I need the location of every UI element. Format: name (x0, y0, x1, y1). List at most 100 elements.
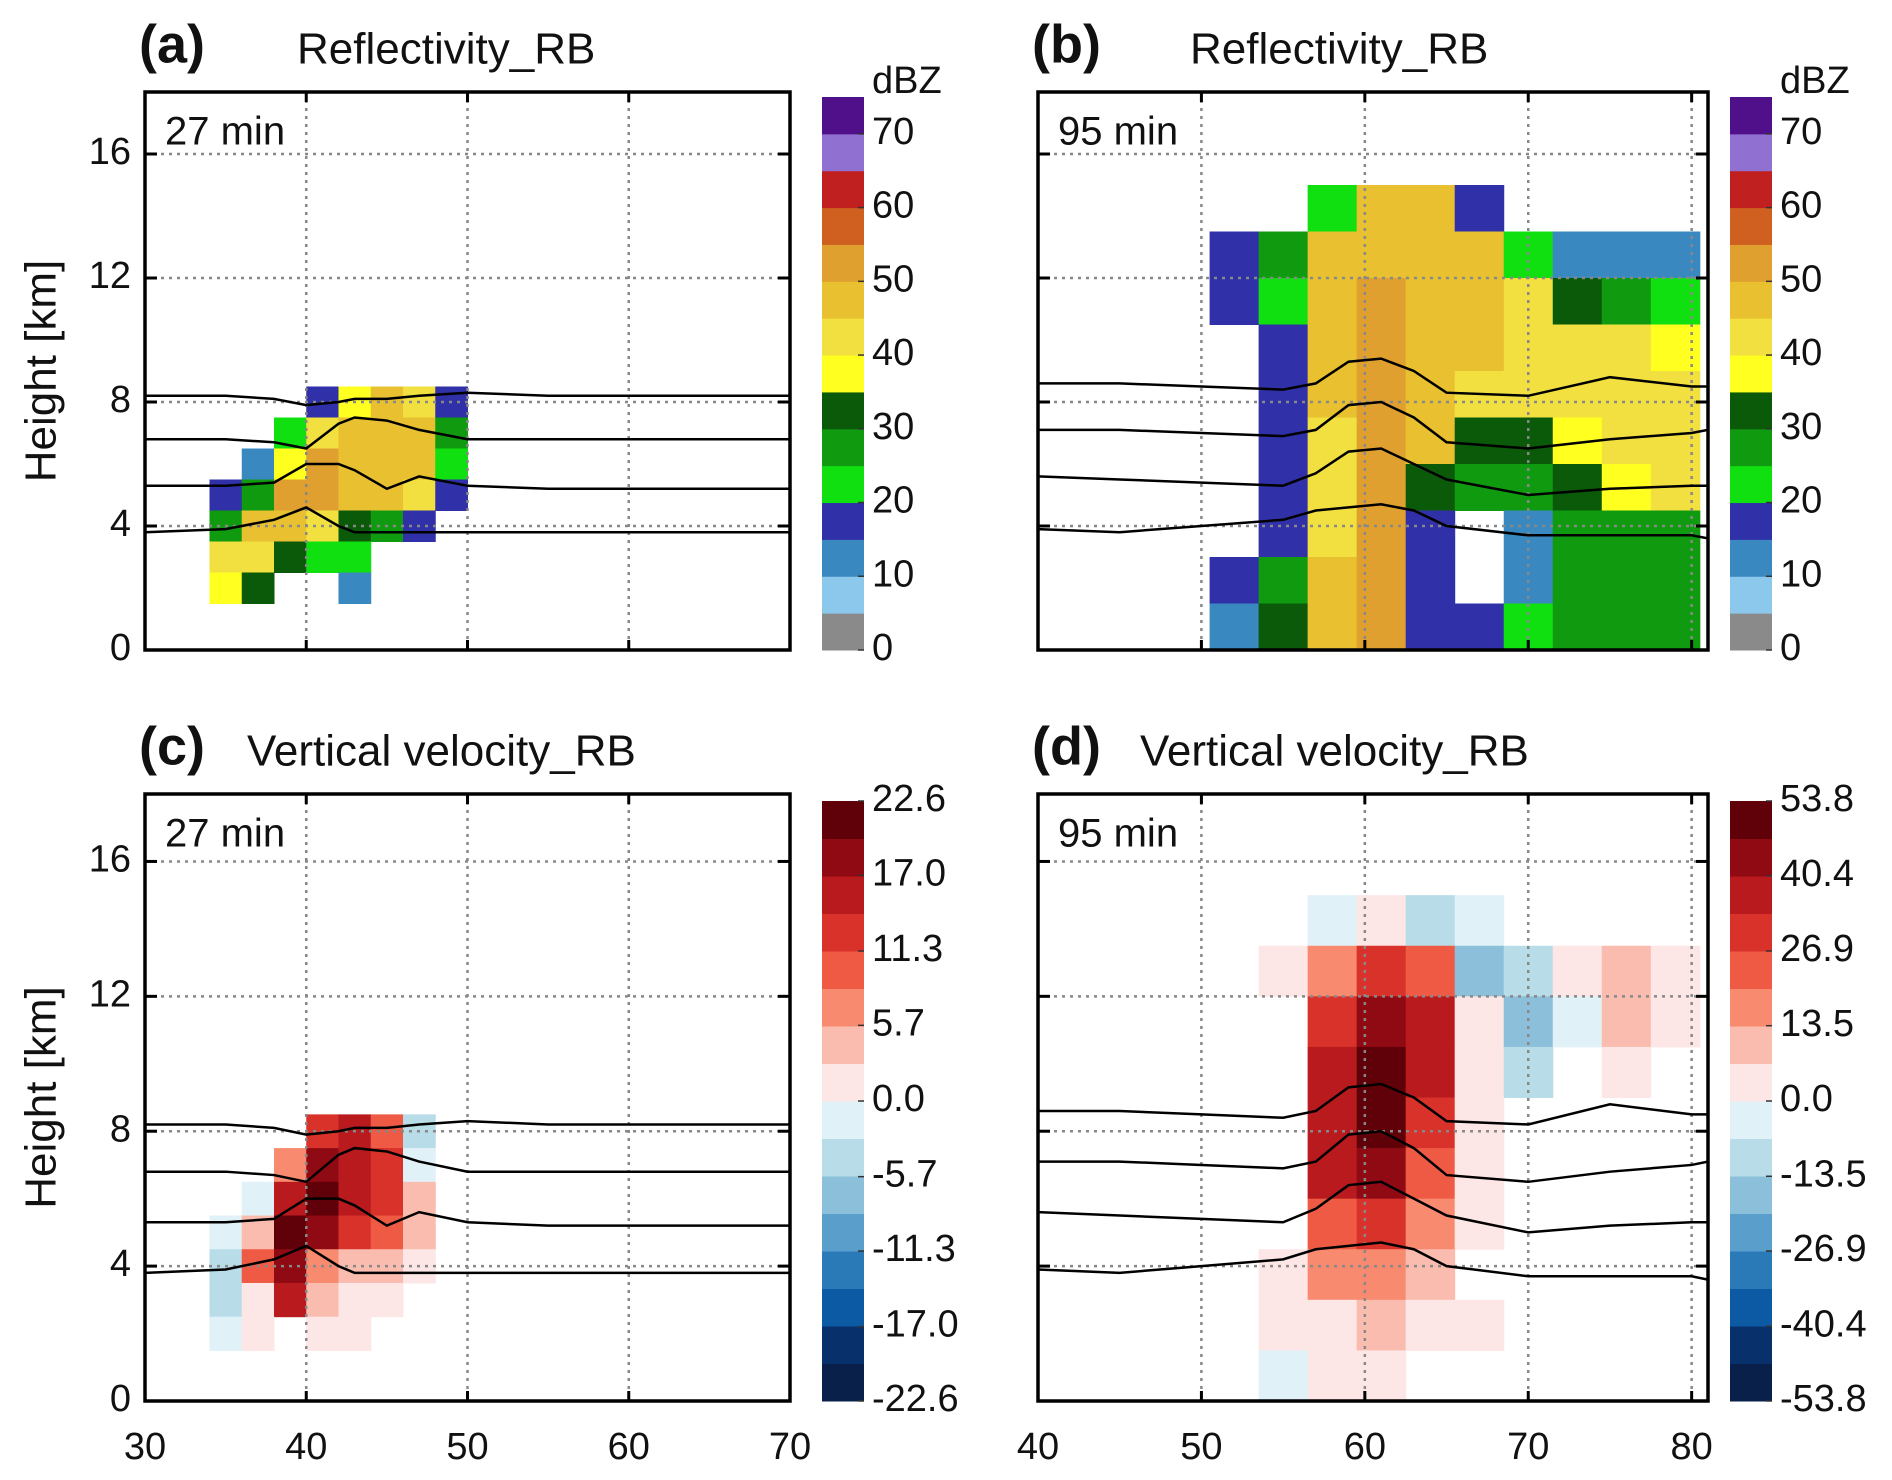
cell (1601, 278, 1652, 325)
colorbar-swatch (1730, 170, 1772, 209)
colorbar-tick-label: -53.8 (1780, 1378, 1867, 1420)
colorbar-swatch (1730, 1138, 1772, 1177)
x-tick-label: 60 (1344, 1426, 1386, 1468)
cell (1307, 1249, 1358, 1301)
cell (1209, 278, 1260, 325)
colorbar-tick-label: 53.8 (1780, 778, 1854, 820)
cell (1356, 895, 1407, 947)
cell (338, 572, 372, 604)
colorbar-swatch (822, 539, 864, 577)
cell (338, 1282, 372, 1318)
cell (1258, 945, 1309, 997)
cell (1454, 417, 1505, 465)
cell (1209, 603, 1260, 650)
colorbar-swatch (822, 988, 864, 1027)
cell (403, 1148, 436, 1183)
cell (1405, 557, 1456, 604)
colorbar-swatch (1730, 1326, 1772, 1364)
contour-line (145, 1146, 790, 1184)
colorbar-swatch (822, 502, 864, 540)
heatmap (1209, 185, 1701, 650)
cell (1650, 371, 1701, 418)
colorbar-tick-label: -5.7 (872, 1154, 937, 1196)
cell (370, 417, 404, 449)
colorbar-tick-label: -13.5 (1780, 1153, 1867, 1195)
y-axis-label: Height [km] (17, 260, 66, 483)
colorbar-swatch (1730, 1213, 1772, 1252)
cell (1454, 1148, 1505, 1200)
cell (209, 572, 243, 604)
colorbar-swatch (822, 391, 864, 430)
colorbar-swatch (1730, 1101, 1772, 1139)
y-tick-label: 8 (110, 379, 131, 421)
colorbar-swatch (822, 1063, 864, 1102)
cell (1307, 510, 1358, 558)
cell (338, 541, 372, 573)
cell (1454, 324, 1505, 372)
cell (1454, 231, 1505, 279)
colorbar-tick-label: 30 (872, 406, 914, 448)
colorbar-label: dBZ (1780, 60, 1850, 102)
cell (1405, 231, 1456, 279)
heatmap (1258, 895, 1701, 1401)
cell (274, 448, 307, 480)
cell (338, 1181, 372, 1217)
heatmap (209, 1114, 436, 1351)
cell (1454, 278, 1505, 325)
cell (1258, 510, 1309, 558)
cell (1258, 324, 1309, 372)
colorbar-swatch (1730, 244, 1772, 282)
colorbar-swatch (1730, 988, 1772, 1027)
x-tick-label: 70 (769, 1426, 811, 1468)
cell (1552, 603, 1603, 650)
colorbar-swatch (1730, 318, 1772, 356)
cell (403, 1181, 436, 1217)
contour-line (1038, 1129, 1708, 1184)
cell (1601, 603, 1652, 650)
x-tick-label: 50 (1180, 1426, 1222, 1468)
colorbar-tick-label: 50 (1780, 258, 1822, 300)
cell (1307, 371, 1358, 418)
cell (1356, 185, 1407, 232)
cell (306, 1282, 339, 1318)
y-tick-label: 16 (89, 131, 131, 173)
cell (1307, 185, 1358, 232)
cell (241, 1181, 275, 1217)
cell (1405, 895, 1456, 947)
colorbar-tick-label: 0 (1780, 627, 1801, 669)
cell (435, 448, 468, 480)
cell (1601, 417, 1652, 465)
colorbar-swatch (822, 465, 864, 504)
colorbar-tick-label: 40 (872, 332, 914, 374)
y-tick-label: 8 (110, 1108, 131, 1150)
cell (209, 1282, 243, 1318)
cell (1454, 185, 1505, 232)
cell (403, 1215, 436, 1250)
colorbar-swatch (822, 170, 864, 209)
cell (274, 1215, 307, 1250)
cell (1454, 1299, 1505, 1351)
colorbar-tick-label: 0.0 (1780, 1078, 1833, 1120)
cell (1552, 945, 1603, 997)
cell (1258, 464, 1309, 511)
colorbar-swatch (1730, 613, 1772, 651)
colorbar-tick-label: -17.0 (872, 1304, 959, 1346)
colorbar-swatch (822, 244, 864, 282)
y-tick-label: 12 (89, 973, 131, 1015)
cell (1258, 1350, 1309, 1401)
cell (1601, 324, 1652, 372)
colorbar-swatch (822, 613, 864, 651)
colorbar-tick-label: -40.4 (1780, 1303, 1867, 1345)
cell (1258, 1299, 1309, 1351)
cell (1405, 945, 1456, 997)
colorbar-swatch (1730, 355, 1772, 393)
cell (274, 541, 307, 573)
colorbar-swatch (1730, 539, 1772, 577)
colorbar-swatch (1730, 97, 1772, 135)
x-tick-label: 80 (1671, 1426, 1713, 1468)
colorbar-swatch (822, 951, 864, 989)
contours (145, 1119, 790, 1275)
cell (1601, 557, 1652, 604)
colorbar-swatch (1730, 428, 1772, 467)
annotation: 95 min (1058, 110, 1178, 154)
